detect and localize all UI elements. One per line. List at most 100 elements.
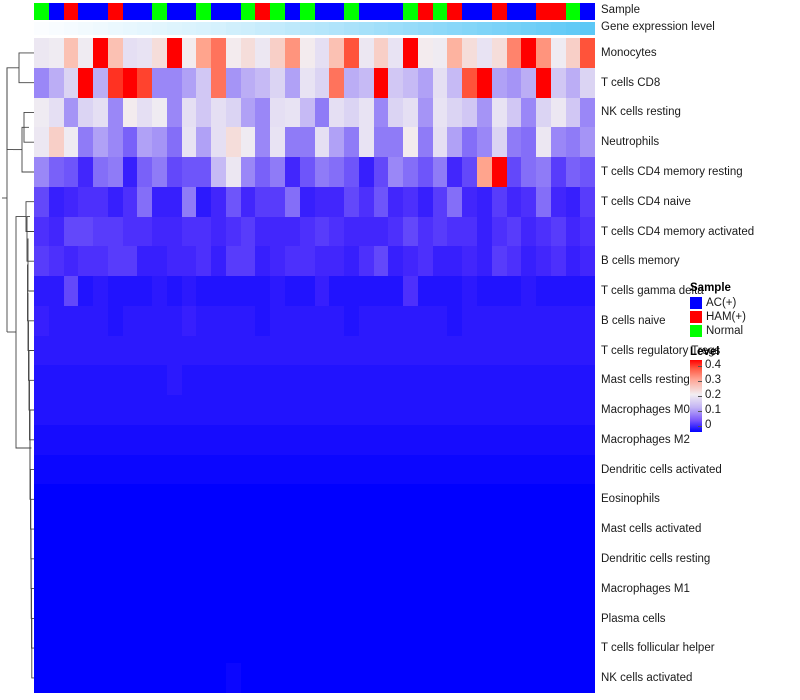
heatmap-cell	[373, 365, 389, 396]
row-label: T cells regulatory Tregs	[601, 344, 721, 357]
heatmap-cell	[506, 246, 522, 277]
heatmap-cell	[285, 365, 300, 396]
gene-expression-annotation-cell	[255, 22, 271, 35]
heatmap-cell	[550, 127, 566, 158]
heatmap-cell	[63, 544, 79, 574]
heatmap-cell	[403, 216, 418, 247]
heatmap-cell	[181, 335, 197, 366]
row-label: T cells gamma delta	[601, 285, 704, 298]
heatmap-cell	[447, 633, 463, 664]
heatmap-cell	[403, 424, 418, 455]
heatmap-cell	[476, 216, 492, 247]
heatmap-cell	[432, 603, 448, 634]
heatmap-cell	[314, 305, 330, 336]
heatmap-cell	[255, 67, 271, 98]
heatmap-cell	[225, 633, 241, 664]
heatmap-cell	[211, 216, 226, 247]
heatmap-cell	[78, 544, 94, 574]
heatmap-cell	[373, 544, 389, 574]
heatmap-cell	[196, 305, 212, 336]
heatmap-cell	[565, 67, 581, 98]
row-label: Dendritic cells activated	[601, 463, 722, 476]
gene-expression-annotation-cell	[521, 22, 537, 35]
heatmap-cell	[462, 38, 477, 68]
heatmap-cell	[521, 484, 537, 515]
heatmap-cell	[417, 424, 433, 455]
heatmap-cell	[506, 365, 522, 396]
heatmap-cell	[181, 67, 197, 98]
heatmap-cell	[240, 305, 256, 336]
heatmap-cell	[550, 305, 566, 336]
heatmap-cell	[137, 186, 153, 217]
heatmap-cell	[211, 663, 226, 693]
heatmap-cell	[107, 424, 123, 455]
heatmap-cell	[506, 127, 522, 158]
heatmap-cell	[255, 633, 271, 664]
heatmap-cell	[373, 663, 389, 693]
heatmap-cell	[447, 365, 463, 396]
heatmap-cell	[107, 127, 123, 158]
heatmap-cell	[152, 276, 167, 306]
heatmap-cell	[417, 276, 433, 306]
heatmap-cell	[255, 514, 271, 545]
heatmap-cell	[225, 127, 241, 158]
sample-annotation-cell	[107, 3, 123, 20]
heatmap-cell	[181, 514, 197, 545]
heatmap-cell	[48, 216, 64, 247]
heatmap-cell	[506, 305, 522, 336]
heatmap-row	[34, 216, 596, 247]
heatmap-cell	[388, 216, 404, 247]
heatmap-cell	[34, 544, 49, 574]
row-label: Dendritic cells resting	[601, 553, 711, 566]
heatmap-cell	[476, 573, 492, 604]
heatmap-cell	[329, 216, 345, 247]
heatmap-cell	[255, 395, 271, 425]
heatmap-cell	[122, 97, 138, 128]
heatmap-cell	[550, 633, 566, 664]
heatmap-cell	[211, 573, 226, 604]
heatmap-row	[34, 276, 596, 306]
heatmap-cell	[240, 365, 256, 396]
heatmap-cell	[225, 157, 241, 187]
heatmap-cell	[78, 38, 94, 68]
heatmap-cell	[255, 305, 271, 336]
heatmap-cell	[521, 216, 537, 247]
heatmap-cell	[93, 127, 108, 158]
heatmap-cell	[536, 395, 551, 425]
heatmap-cell	[299, 484, 315, 515]
gene-expression-annotation-cell	[491, 22, 507, 35]
heatmap-cell	[137, 216, 153, 247]
heatmap-cell	[34, 38, 49, 68]
heatmap-cell	[166, 663, 182, 693]
heatmap-cell	[491, 276, 507, 306]
heatmap-cell	[314, 157, 330, 187]
legend-panel: Sample AC(+) HAM(+) Normal Level 0.4 0.3 0.2…	[690, 282, 798, 432]
heatmap-cell	[225, 484, 241, 515]
heatmap-cell	[536, 484, 551, 515]
heatmap-cell	[447, 67, 463, 98]
heatmap-cell	[240, 395, 256, 425]
heatmap-cell	[225, 424, 241, 455]
sample-annotation-cell	[329, 3, 345, 20]
heatmap-cell	[34, 276, 49, 306]
heatmap-cell	[166, 38, 182, 68]
heatmap-cell	[78, 365, 94, 396]
heatmap-cell	[34, 335, 49, 366]
heatmap-cell	[447, 395, 463, 425]
heatmap-cell	[536, 305, 551, 336]
heatmap-cell	[285, 186, 300, 217]
heatmap-cell	[491, 544, 507, 574]
heatmap-cell	[78, 603, 94, 634]
heatmap-cell	[536, 127, 551, 158]
heatmap-cell	[299, 127, 315, 158]
heatmap-cell	[462, 633, 477, 664]
heatmap-cell	[152, 454, 167, 485]
heatmap-cell	[181, 305, 197, 336]
heatmap-cell	[93, 454, 108, 485]
heatmap-cell	[107, 97, 123, 128]
heatmap-cell	[225, 544, 241, 574]
heatmap-cell	[166, 603, 182, 634]
heatmap-cell	[225, 216, 241, 247]
heatmap-cell	[196, 454, 212, 485]
heatmap-cell	[403, 544, 418, 574]
